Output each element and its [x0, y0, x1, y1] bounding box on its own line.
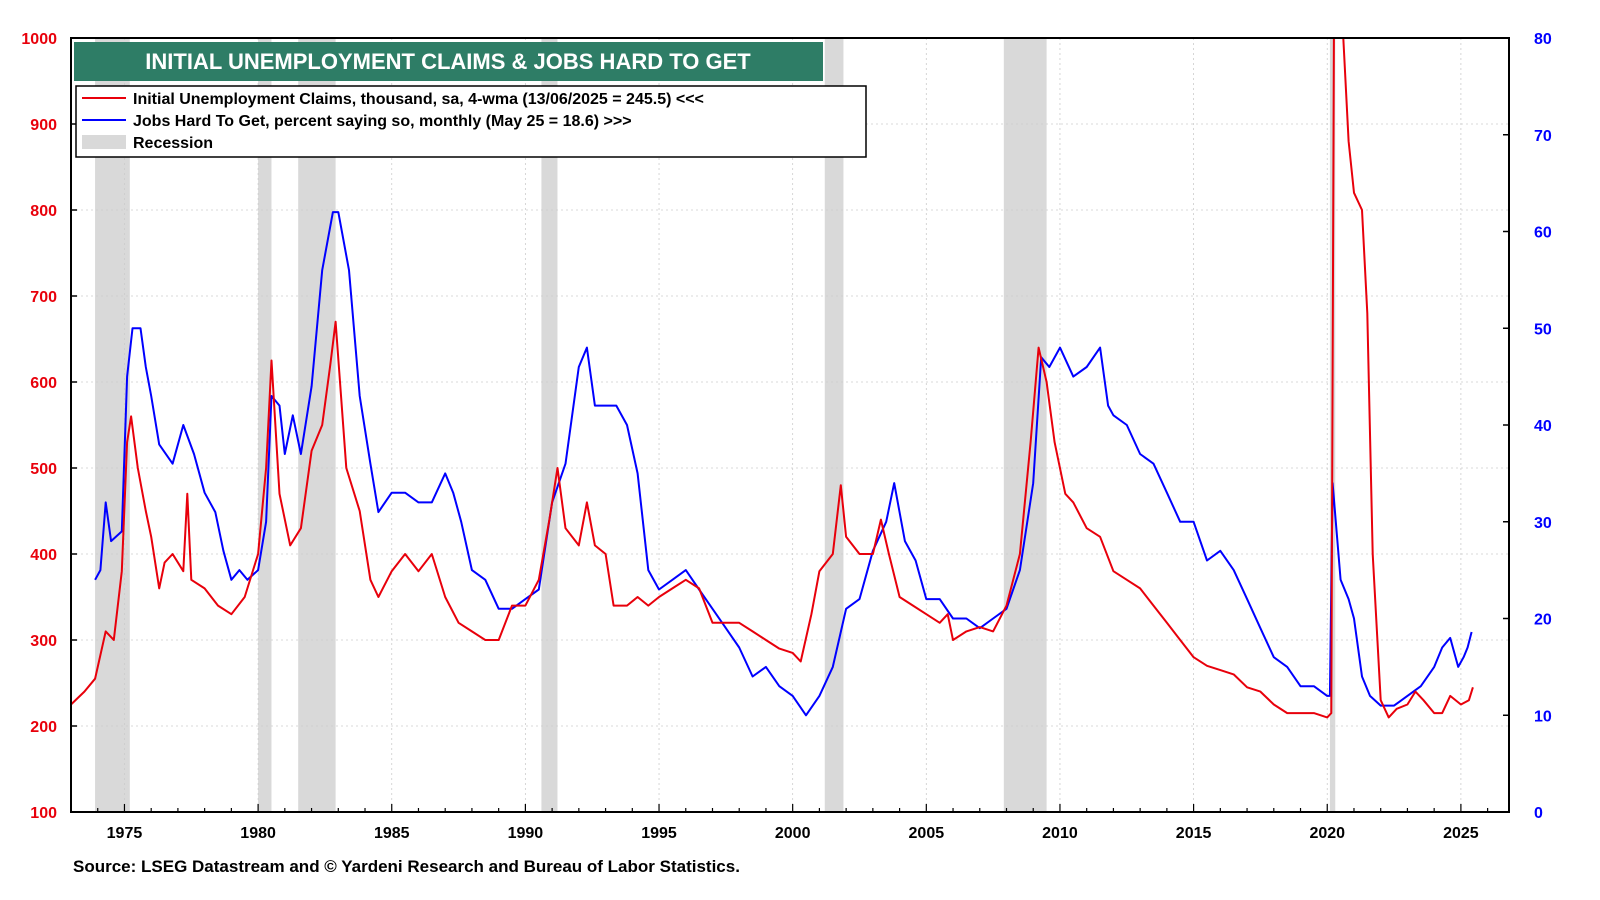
left-y-axis: 100 200 300 400 500 600 700 800 900 1000: [21, 31, 77, 822]
right-tick-label-30: 30: [1534, 515, 1552, 532]
legend-swatch-recession: [82, 135, 126, 149]
x-tick-label-2025: 2025: [1443, 825, 1479, 842]
source-note: Source: LSEG Datastream and © Yardeni Re…: [73, 857, 740, 876]
series-line-jobs-hard-to-get: [94, 211, 1473, 717]
right-y-axis: 0 10 20 30 40 50 60 70 80: [1503, 31, 1552, 822]
x-tick-label-2000: 2000: [775, 825, 811, 842]
recession-band-0: [95, 38, 130, 812]
legend: Initial Unemployment Claims, thousand, s…: [75, 85, 867, 158]
recession-band-1: [258, 38, 272, 812]
x-tick-label-1985: 1985: [374, 825, 410, 842]
right-tick-label-10: 10: [1534, 708, 1552, 725]
x-tick-label-1975: 1975: [107, 825, 143, 842]
left-tick-label-200: 200: [30, 719, 57, 736]
right-tick-label-40: 40: [1534, 418, 1552, 435]
x-axis: 1975 1980 1985 1990 1995 2000 2005 2010 2015 2020…: [70, 804, 1489, 842]
legend-label-claims: Initial Unemployment Claims, thousand, s…: [133, 91, 704, 108]
x-tick-label-2010: 2010: [1042, 825, 1078, 842]
x-tick-label-1995: 1995: [641, 825, 677, 842]
right-tick-label-60: 60: [1534, 225, 1552, 242]
left-tick-label-500: 500: [30, 461, 57, 478]
legend-box: [75, 85, 867, 158]
x-tick-label-2005: 2005: [909, 825, 945, 842]
legend-label-recession: Recession: [133, 135, 213, 152]
recession-band-2: [298, 38, 336, 812]
right-tick-label-80: 80: [1534, 31, 1552, 48]
right-tick-label-70: 70: [1534, 128, 1552, 145]
left-tick-label-800: 800: [30, 203, 57, 220]
left-tick-label-700: 700: [30, 289, 57, 306]
x-tick-label-1980: 1980: [240, 825, 276, 842]
x-tick-label-2020: 2020: [1309, 825, 1345, 842]
x-tick-label-1990: 1990: [508, 825, 544, 842]
left-tick-label-600: 600: [30, 375, 57, 392]
chart-title: INITIAL UNEMPLOYMENT CLAIMS & JOBS HARD …: [74, 42, 823, 81]
title-banner: [74, 42, 823, 81]
recession-bands: [95, 38, 1336, 812]
legend-label-jobs: Jobs Hard To Get, percent saying so, mon…: [133, 113, 632, 130]
right-tick-label-50: 50: [1534, 321, 1552, 338]
chart-title-text: INITIAL UNEMPLOYMENT CLAIMS & JOBS HARD …: [145, 49, 751, 74]
recession-band-4: [824, 38, 844, 812]
right-tick-label-0: 0: [1534, 805, 1543, 822]
recession-band-3: [541, 38, 558, 812]
left-tick-label-900: 900: [30, 117, 57, 134]
series-lines: [70, 37, 1474, 719]
right-tick-label-20: 20: [1534, 612, 1552, 629]
left-tick-label-1000: 1000: [21, 31, 57, 48]
left-tick-label-300: 300: [30, 633, 57, 650]
left-tick-label-400: 400: [30, 547, 57, 564]
left-tick-label-100: 100: [30, 805, 57, 822]
x-tick-label-2015: 2015: [1176, 825, 1212, 842]
series-line-claims: [70, 37, 1474, 719]
recession-band-5: [1003, 38, 1047, 812]
